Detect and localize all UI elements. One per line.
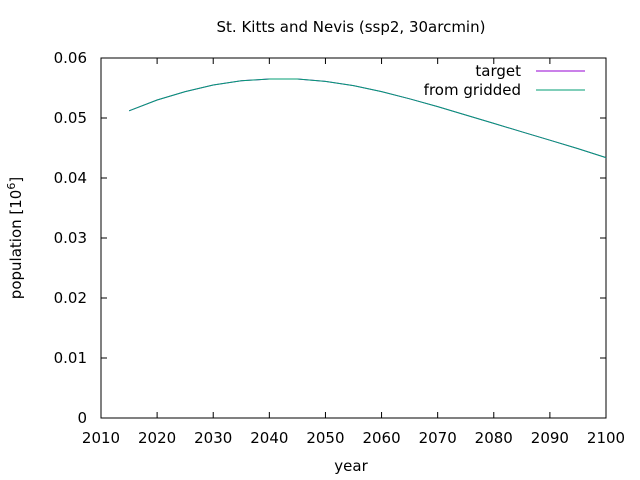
y-tick-label: 0.06 [54,49,87,67]
series-line-from-gridded [128,78,607,159]
x-axis: 2010 2020 2030 2040 2050 2060 2070 2080 2090 2100 [82,58,625,447]
x-tick-label: 2030 [194,429,232,447]
x-tick-label: 2060 [362,429,400,447]
x-axis-label: year [334,457,368,475]
x-tick-label: 2070 [419,429,457,447]
y-tick-label: 0.03 [54,229,87,247]
y-axis-label: population [106] [5,177,25,299]
y-tick-label: 0.05 [54,109,87,127]
x-tick-label: 2020 [138,429,176,447]
plot-frame [100,57,607,419]
x-tick-label: 2090 [531,429,569,447]
x-tick-label: 2050 [306,429,344,447]
y-tick-label: 0.02 [54,289,87,307]
x-tick-label: 2080 [475,429,513,447]
x-tick-label: 2100 [587,429,625,447]
series-line-target [128,78,607,159]
y-tick-label: 0.01 [54,349,87,367]
y-axis: 0 0.01 0.02 0.03 0.04 0.05 0.06 [54,49,606,427]
chart-title: St. Kitts and Nevis (ssp2, 30arcmin) [217,18,486,36]
legend-label: from gridded [424,81,521,99]
x-tick-label: 2040 [250,429,288,447]
y-axis-label-main: population [10 [7,190,25,300]
plot-lines [128,78,607,159]
y-axis-label-close: ] [7,177,25,183]
y-tick-label: 0.04 [54,169,87,187]
y-tick-label: 0 [77,409,87,427]
y-axis-label-exponent: 6 [5,183,18,190]
x-tick-label: 2010 [82,429,120,447]
legend-label: target [475,62,521,80]
